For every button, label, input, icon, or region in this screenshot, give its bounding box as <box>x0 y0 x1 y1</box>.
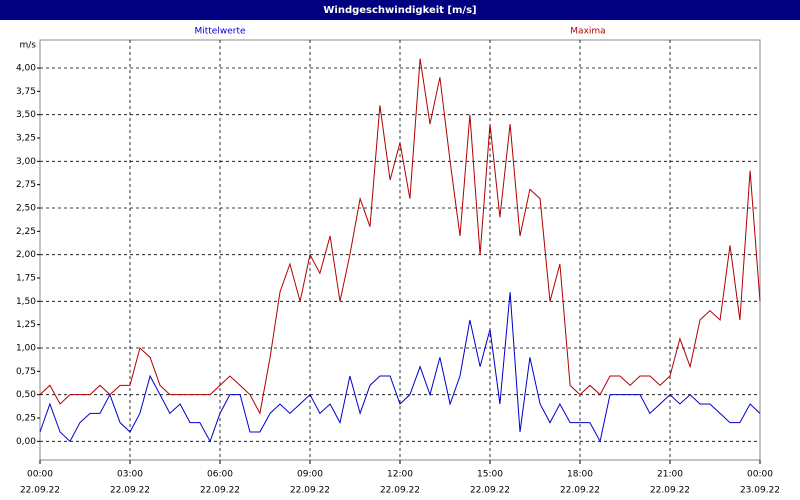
legend-entry: Maxima <box>570 27 605 37</box>
y-tick-label: 0,25 <box>16 414 36 424</box>
y-tick-label: 2,25 <box>16 227 36 237</box>
y-tick-label: 3,50 <box>16 110 36 120</box>
x-tick-date: 22.09.22 <box>560 486 600 496</box>
x-tick-label: 00:00 <box>27 470 53 480</box>
y-tick-label: 2,75 <box>16 180 36 190</box>
y-tick-label: 0,75 <box>16 367 36 377</box>
y-axis-label: m/s <box>20 41 37 51</box>
x-tick-date: 23.09.22 <box>740 486 780 496</box>
x-tick-date: 22.09.22 <box>470 486 510 496</box>
x-tick-label: 18:00 <box>567 470 593 480</box>
x-tick-date: 22.09.22 <box>200 486 240 496</box>
y-tick-label: 1,75 <box>16 274 36 284</box>
y-tick-label: 3,25 <box>16 134 36 144</box>
x-tick-label: 03:00 <box>117 470 143 480</box>
legend-entry: Mittelwerte <box>194 27 245 37</box>
y-tick-label: 1,25 <box>16 320 36 330</box>
y-tick-label: 2,00 <box>16 250 36 260</box>
y-tick-label: 3,75 <box>16 87 36 97</box>
x-tick-label: 09:00 <box>297 470 323 480</box>
x-tick-label: 06:00 <box>207 470 233 480</box>
x-tick-label: 15:00 <box>477 470 503 480</box>
data-line <box>39 291 761 443</box>
y-tick-label: 2,50 <box>16 204 36 214</box>
title-bar <box>0 0 800 20</box>
chart-title: Windgeschwindigkeit [m/s] <box>323 5 476 16</box>
x-tick-date: 22.09.22 <box>290 486 330 496</box>
x-tick-date: 22.09.22 <box>110 486 150 496</box>
x-tick-label: 21:00 <box>657 470 683 480</box>
y-tick-label: 4,00 <box>16 64 36 74</box>
x-tick-label: 00:00 <box>747 470 773 480</box>
y-tick-label: 1,00 <box>16 344 36 354</box>
y-tick-label: 3,00 <box>16 157 36 167</box>
y-tick-label: 0,50 <box>16 390 36 400</box>
x-tick-label: 12:00 <box>387 470 413 480</box>
y-tick-label: 1,50 <box>16 297 36 307</box>
x-tick-date: 22.09.22 <box>650 486 690 496</box>
x-tick-date: 22.09.22 <box>20 486 60 496</box>
data-line <box>39 58 761 415</box>
x-tick-date: 22.09.22 <box>380 486 420 496</box>
y-tick-label: 0,00 <box>16 437 36 447</box>
